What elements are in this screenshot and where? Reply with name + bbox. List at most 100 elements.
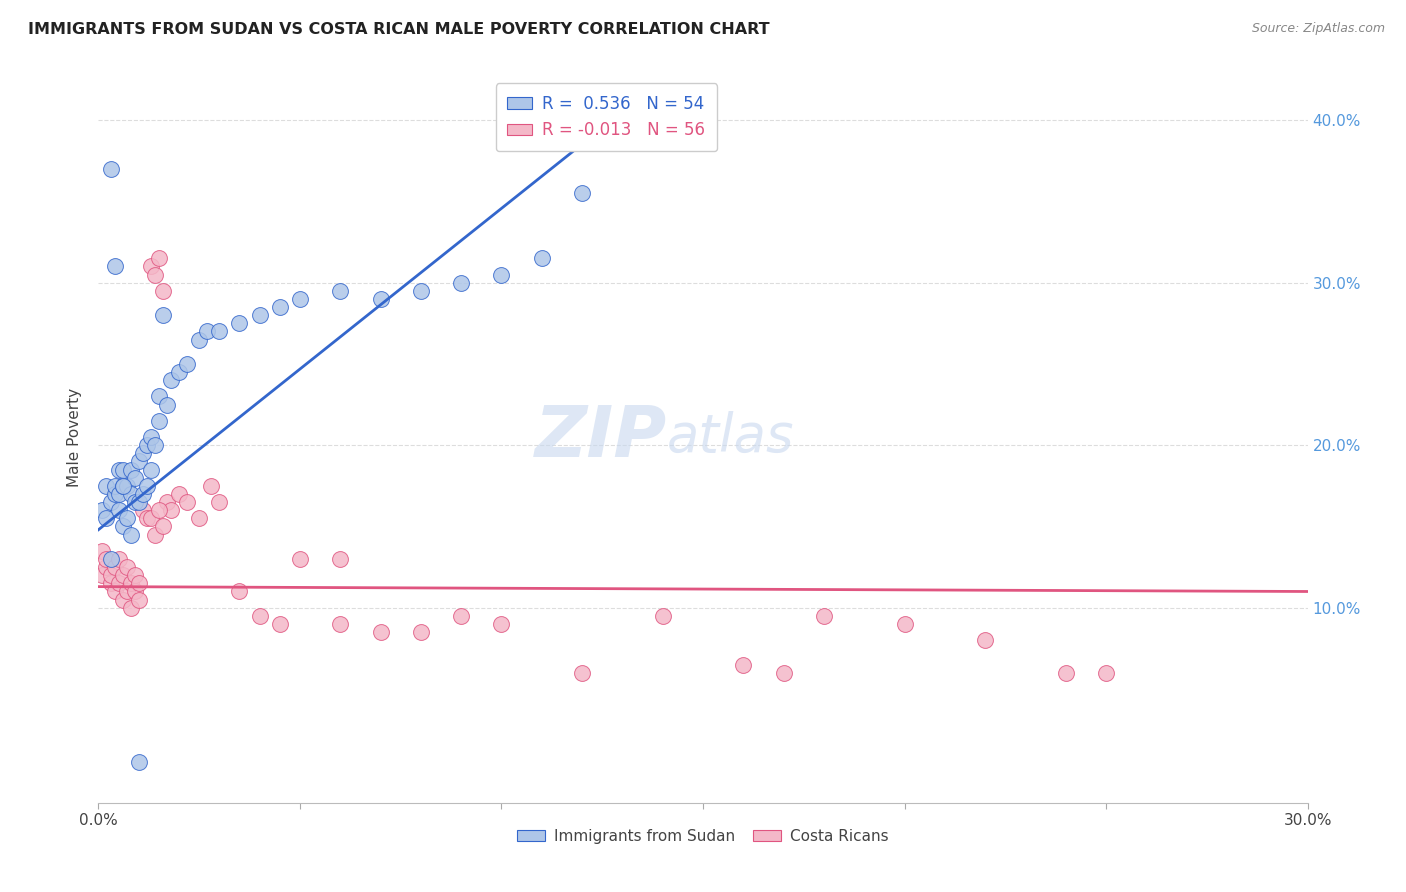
Point xyxy=(124,495,146,509)
Point xyxy=(269,617,291,632)
Text: ZIP: ZIP xyxy=(534,402,666,472)
Point xyxy=(188,333,211,347)
Point xyxy=(120,600,142,615)
Point xyxy=(124,471,146,485)
Point xyxy=(103,479,125,493)
Point xyxy=(249,608,271,623)
Point xyxy=(491,268,513,282)
Point xyxy=(733,657,755,672)
Point xyxy=(100,552,122,566)
Point xyxy=(269,300,291,314)
Point xyxy=(329,284,352,298)
Point xyxy=(135,479,157,493)
Point xyxy=(103,584,125,599)
Point xyxy=(249,308,271,322)
Point xyxy=(91,503,114,517)
Point xyxy=(124,584,146,599)
Point xyxy=(148,503,170,517)
Point xyxy=(96,511,118,525)
Point xyxy=(100,161,122,176)
Point xyxy=(111,568,134,582)
Point xyxy=(160,373,183,387)
Text: IMMIGRANTS FROM SUDAN VS COSTA RICAN MALE POVERTY CORRELATION CHART: IMMIGRANTS FROM SUDAN VS COSTA RICAN MAL… xyxy=(28,22,769,37)
Point xyxy=(120,527,142,541)
Point xyxy=(208,495,231,509)
Point xyxy=(813,608,835,623)
Point xyxy=(128,755,150,769)
Point xyxy=(135,511,157,525)
Point xyxy=(115,511,138,525)
Point xyxy=(100,495,122,509)
Point xyxy=(128,495,150,509)
Point xyxy=(176,357,198,371)
Point xyxy=(195,325,218,339)
Point xyxy=(409,625,432,640)
Point xyxy=(96,552,118,566)
Point xyxy=(1054,665,1077,680)
Y-axis label: Male Poverty: Male Poverty xyxy=(67,387,83,487)
Point xyxy=(152,308,174,322)
Point xyxy=(329,552,352,566)
Point xyxy=(91,568,114,582)
Point xyxy=(124,568,146,582)
Point xyxy=(491,617,513,632)
Point xyxy=(120,462,142,476)
Point xyxy=(152,284,174,298)
Point xyxy=(111,462,134,476)
Point xyxy=(370,625,392,640)
Point xyxy=(200,479,222,493)
Point xyxy=(571,186,593,201)
Point xyxy=(450,276,472,290)
Point xyxy=(132,487,155,501)
Point xyxy=(135,438,157,452)
Point xyxy=(974,633,997,648)
Point xyxy=(111,592,134,607)
Point xyxy=(176,495,198,509)
Point xyxy=(96,560,118,574)
Point xyxy=(228,316,250,330)
Point xyxy=(143,527,166,541)
Point xyxy=(128,454,150,468)
Point xyxy=(103,487,125,501)
Point xyxy=(188,511,211,525)
Point xyxy=(571,665,593,680)
Point xyxy=(91,544,114,558)
Point xyxy=(156,398,179,412)
Point xyxy=(288,292,311,306)
Point xyxy=(100,568,122,582)
Point xyxy=(128,592,150,607)
Point xyxy=(111,479,134,493)
Text: Source: ZipAtlas.com: Source: ZipAtlas.com xyxy=(1251,22,1385,36)
Point xyxy=(143,438,166,452)
Point xyxy=(772,665,794,680)
Legend: Immigrants from Sudan, Costa Ricans: Immigrants from Sudan, Costa Ricans xyxy=(512,822,894,850)
Point xyxy=(132,446,155,460)
Point xyxy=(370,292,392,306)
Point xyxy=(103,560,125,574)
Text: atlas: atlas xyxy=(666,411,794,463)
Point xyxy=(228,584,250,599)
Point xyxy=(450,608,472,623)
Point xyxy=(107,552,129,566)
Point xyxy=(107,503,129,517)
Point xyxy=(530,252,553,266)
Point xyxy=(167,487,190,501)
Point xyxy=(1095,665,1118,680)
Point xyxy=(107,576,129,591)
Point xyxy=(103,260,125,274)
Point xyxy=(148,252,170,266)
Point xyxy=(139,260,162,274)
Point xyxy=(107,462,129,476)
Point xyxy=(329,617,352,632)
Point xyxy=(148,389,170,403)
Point xyxy=(115,479,138,493)
Point xyxy=(96,479,118,493)
Point xyxy=(148,414,170,428)
Point xyxy=(115,584,138,599)
Point xyxy=(288,552,311,566)
Point xyxy=(160,503,183,517)
Point xyxy=(651,608,673,623)
Point xyxy=(139,511,162,525)
Point xyxy=(128,576,150,591)
Point xyxy=(167,365,190,379)
